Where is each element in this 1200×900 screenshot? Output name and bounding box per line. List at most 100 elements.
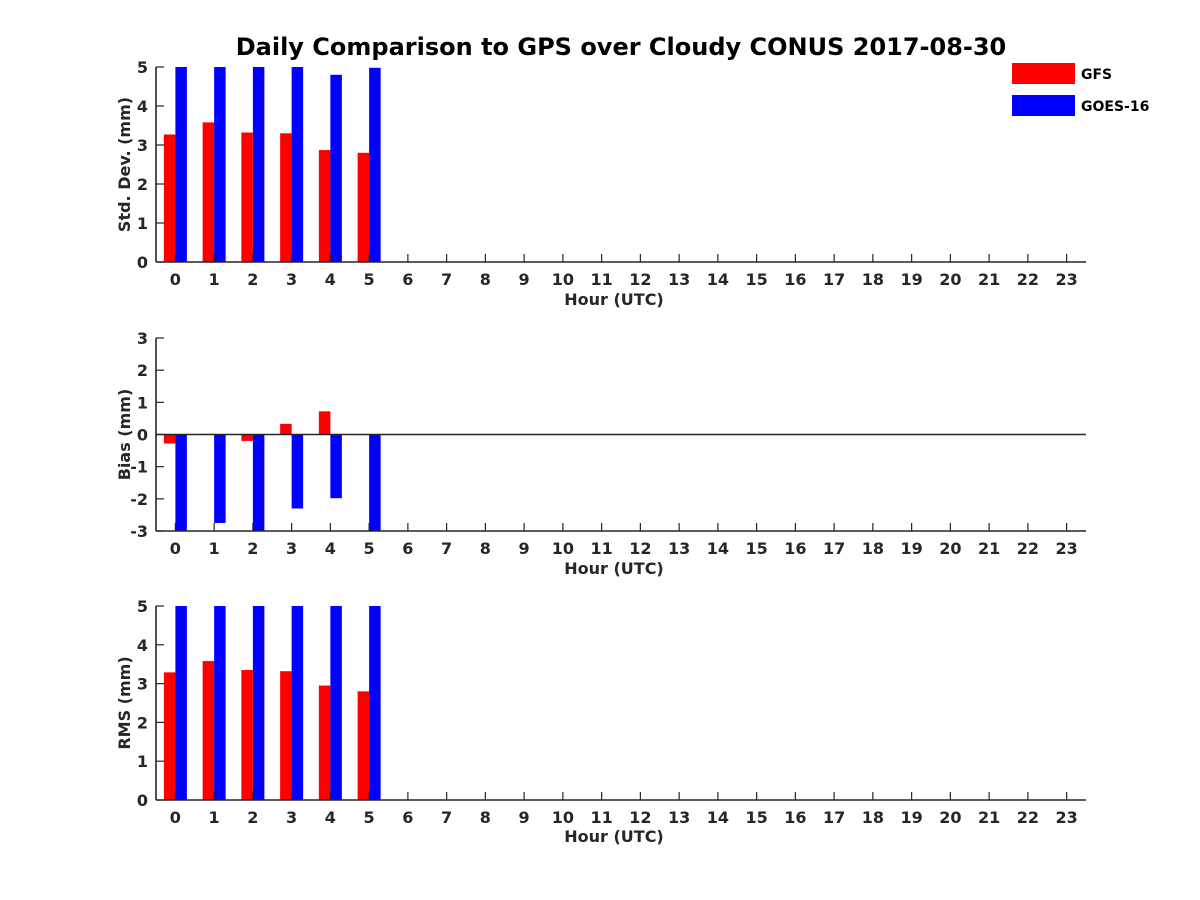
bar-goes-16-hour-0 [175, 434, 187, 531]
x-tick-label: 8 [480, 808, 491, 827]
bar-gfs-hour-4 [318, 411, 331, 435]
x-tick-label: 11 [590, 808, 612, 827]
y-axis-label: Std. Dev. (mm) [115, 97, 134, 232]
x-tick-label: 21 [978, 270, 1000, 289]
x-tick-label: 13 [668, 539, 690, 558]
y-tick-label: 4 [137, 636, 148, 655]
x-tick-label: 8 [480, 539, 491, 558]
bar-gfs-hour-2 [241, 132, 253, 262]
y-tick-label: 3 [137, 136, 148, 155]
bar-gfs-hour-3 [280, 423, 292, 435]
bar-gfs-hour-1 [202, 661, 215, 800]
x-tick-label: 20 [939, 270, 961, 289]
y-tick-label: 3 [137, 329, 148, 348]
x-tick-label: 20 [939, 539, 961, 558]
x-tick-label: 15 [745, 270, 767, 289]
bar-gfs-hour-0 [163, 434, 176, 444]
x-axis-label: Hour (UTC) [564, 559, 664, 578]
x-tick-label: 6 [402, 270, 413, 289]
x-tick-label: 4 [325, 270, 336, 289]
x-tick-label: 18 [862, 539, 884, 558]
bar-goes-16-hour-4 [330, 434, 342, 499]
x-tick-label: 21 [978, 539, 1000, 558]
x-tick-label: 0 [170, 270, 181, 289]
x-tick-label: 21 [978, 808, 1000, 827]
bar-gfs-hour-3 [280, 133, 292, 262]
bar-gfs-hour-5 [357, 152, 370, 262]
x-tick-label: 11 [590, 539, 612, 558]
bar-goes-16-hour-4 [330, 606, 342, 800]
x-axis-label: Hour (UTC) [564, 827, 664, 846]
y-tick-label: 1 [137, 214, 148, 233]
bar-gfs-hour-4 [318, 685, 331, 800]
x-tick-label: 16 [784, 539, 806, 558]
legend-item-gfs: GFS [1012, 63, 1112, 84]
x-tick-label: 23 [1055, 539, 1077, 558]
x-tick-label: 9 [519, 270, 530, 289]
y-axis-label: RMS (mm) [115, 656, 134, 749]
x-tick-label: 3 [286, 270, 297, 289]
x-tick-label: 14 [707, 539, 729, 558]
x-tick-label: 20 [939, 808, 961, 827]
bar-goes-16-hour-0 [175, 606, 187, 800]
x-tick-label: 19 [900, 539, 922, 558]
x-tick-label: 10 [552, 808, 574, 827]
y-tick-label: 0 [137, 791, 148, 810]
bar-gfs-hour-4 [318, 150, 331, 262]
x-tick-label: 1 [209, 539, 220, 558]
x-tick-label: 13 [668, 808, 690, 827]
figure-title: Daily Comparison to GPS over Cloudy CONU… [236, 33, 1007, 61]
x-tick-label: 23 [1055, 808, 1077, 827]
y-tick-label: 1 [137, 393, 148, 412]
bar-goes-16-hour-1 [214, 67, 226, 262]
x-tick-label: 7 [441, 539, 452, 558]
x-tick-label: 2 [247, 270, 258, 289]
legend-label: GOES-16 [1081, 99, 1149, 115]
bar-gfs-hour-1 [202, 122, 215, 262]
legend-label: GFS [1081, 67, 1112, 83]
x-tick-label: 16 [784, 808, 806, 827]
bar-goes-16-hour-3 [291, 434, 304, 509]
bar-goes-16-hour-5 [369, 67, 381, 262]
bar-gfs-hour-2 [241, 670, 253, 800]
x-tick-label: 16 [784, 270, 806, 289]
y-tick-label: 4 [137, 97, 148, 116]
x-tick-label: 12 [629, 270, 651, 289]
x-tick-label: 2 [247, 808, 258, 827]
y-tick-label: 5 [137, 597, 148, 616]
x-tick-label: 23 [1055, 270, 1077, 289]
legend: GFS GOES-16 [1012, 63, 1149, 116]
x-tick-label: 1 [209, 270, 220, 289]
x-tick-label: 0 [170, 539, 181, 558]
y-tick-label: 2 [137, 713, 148, 732]
x-tick-label: 22 [1017, 539, 1039, 558]
x-tick-label: 9 [519, 808, 530, 827]
bar-gfs-hour-2 [241, 434, 253, 441]
y-tick-label: 0 [137, 253, 148, 272]
x-tick-label: 19 [900, 808, 922, 827]
bar-goes-16-hour-3 [291, 67, 304, 262]
bar-goes-16-hour-1 [214, 434, 226, 523]
x-tick-label: 12 [629, 808, 651, 827]
y-tick-label: 3 [137, 675, 148, 694]
x-tick-label: 17 [823, 270, 845, 289]
x-tick-label: 14 [707, 270, 729, 289]
x-tick-label: 10 [552, 539, 574, 558]
legend-item-goes-16: GOES-16 [1012, 95, 1149, 116]
y-tick-label: 0 [137, 426, 148, 445]
bar-goes-16-hour-1 [214, 606, 226, 800]
x-tick-label: 17 [823, 539, 845, 558]
bar-gfs-hour-3 [280, 671, 292, 800]
x-tick-label: 0 [170, 808, 181, 827]
x-tick-label: 5 [364, 539, 375, 558]
x-tick-label: 12 [629, 539, 651, 558]
y-tick-label: -3 [130, 522, 148, 541]
x-tick-label: 6 [402, 808, 413, 827]
bar-goes-16-hour-0 [175, 67, 187, 262]
x-tick-label: 3 [286, 539, 297, 558]
bar-goes-16-hour-2 [252, 434, 265, 531]
bar-goes-16-hour-5 [369, 606, 381, 800]
